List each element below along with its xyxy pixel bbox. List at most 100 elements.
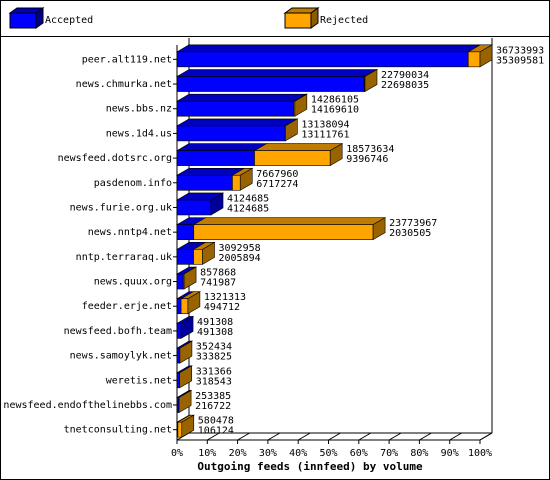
value-label-accepted: 35309581	[496, 55, 544, 66]
bar	[176, 150, 255, 166]
value-label-total: 7667960	[256, 169, 298, 180]
legend-swatch	[284, 12, 312, 29]
x-tick-label: 20%	[229, 448, 247, 459]
bar	[176, 51, 469, 68]
bar	[176, 273, 184, 290]
x-tick-label: 40%	[289, 448, 307, 459]
bar-top	[192, 217, 387, 225]
bar	[180, 298, 189, 315]
bar	[232, 174, 241, 191]
x-tick-label: 70%	[380, 448, 398, 459]
y-tick-label: pasdenom.info	[94, 178, 172, 189]
value-label-total: 3092958	[219, 243, 261, 254]
bar-side	[183, 266, 197, 290]
x-tick-diag	[267, 432, 281, 441]
y-tick-label: news.nntp4.net	[88, 227, 172, 238]
bar	[176, 323, 182, 339]
value-label-total: 23773967	[389, 218, 437, 229]
y-tick-label: news.quux.org	[94, 277, 172, 288]
bar-top	[253, 143, 344, 151]
value-label-accepted: 9396746	[346, 154, 388, 165]
x-tick-diag	[328, 432, 341, 441]
bar	[254, 150, 331, 166]
bar	[176, 298, 182, 315]
y-tick-label: weretis.net	[106, 375, 172, 386]
legend-swatch	[9, 12, 37, 29]
bar	[176, 249, 194, 265]
bar	[193, 224, 374, 240]
value-label-accepted: 2030505	[389, 228, 431, 239]
value-label-accepted: 494712	[204, 302, 240, 313]
value-label-accepted: 4124685	[227, 203, 269, 214]
x-tick-diag	[388, 432, 402, 441]
x-tick-diag	[358, 432, 372, 441]
bar-side	[285, 118, 298, 142]
x-tick-label: 30%	[259, 448, 277, 459]
x-tick-diag	[419, 432, 432, 441]
x-tick-label: 60%	[350, 448, 368, 459]
bar-side	[372, 217, 386, 241]
bar-side	[239, 167, 253, 191]
bar-side	[178, 389, 192, 413]
x-tick-label: 90%	[441, 448, 459, 459]
value-label-total: 14286105	[311, 95, 359, 106]
x-tick-label: 0%	[171, 448, 183, 459]
bar	[177, 421, 183, 438]
value-label-total: 253385	[195, 391, 231, 402]
y-tick-label: news.furie.org.uk	[70, 202, 172, 213]
value-label-accepted: 741987	[200, 278, 236, 289]
y-tick-label: nntp.terraraq.uk	[76, 252, 172, 263]
value-label-accepted: 2005894	[219, 253, 261, 264]
bar-side	[181, 414, 195, 438]
value-label-accepted: 6717274	[256, 179, 298, 190]
value-label-total: 580478	[198, 416, 234, 427]
value-label-total: 36733993	[496, 45, 544, 56]
x-tick-diag	[449, 432, 462, 441]
bar-top	[175, 118, 299, 127]
value-label-total: 331366	[196, 366, 232, 377]
x-tick-label: 50%	[319, 448, 337, 459]
y-tick-label: newsfeed.dotsrc.org	[58, 153, 172, 164]
value-label-total: 491308	[197, 317, 233, 328]
value-label-total: 857868	[200, 268, 236, 279]
value-label-total: 352434	[196, 342, 232, 353]
x-tick-label: 80%	[410, 448, 428, 459]
value-label-accepted: 106124	[198, 426, 234, 437]
y-tick-label: feeder.erje.net	[82, 301, 172, 312]
bar	[176, 347, 181, 364]
bar-top	[175, 143, 268, 151]
y-tick-label: peer.alt119.net	[82, 54, 172, 65]
legend-label: Accepted	[45, 15, 93, 26]
y-tick-label: news.bbs.nz	[106, 104, 172, 115]
x-axis-title: Outgoing feeds (innfeed) by volume	[197, 460, 423, 473]
bar-side	[179, 340, 193, 364]
bar-top	[175, 93, 307, 102]
bar	[176, 174, 233, 191]
x-tick-diag	[237, 432, 250, 441]
value-label-accepted: 22698035	[381, 80, 429, 91]
bar-side	[210, 192, 224, 216]
bar	[193, 249, 203, 265]
y-tick-label: news.samoylyk.net	[70, 351, 172, 362]
bar	[467, 51, 481, 68]
bar-side	[180, 315, 194, 339]
legend-label: Rejected	[320, 15, 368, 26]
value-label-total: 22790034	[381, 70, 429, 81]
bar	[176, 199, 212, 216]
value-label-accepted: 14169610	[311, 105, 359, 116]
bar	[176, 100, 295, 117]
x-tick-diag	[207, 432, 220, 441]
x-tick-label: 10%	[198, 448, 216, 459]
value-label-total: 18573634	[346, 144, 394, 155]
y-tick-label: newsfeed.bofh.team	[64, 326, 172, 337]
value-label-accepted: 216722	[195, 401, 231, 412]
bar-side	[187, 291, 201, 315]
bar-top	[175, 44, 482, 53]
x-tick-diag	[297, 432, 311, 441]
x-tick-diag	[479, 432, 493, 441]
value-label-accepted: 318543	[196, 376, 232, 387]
bar-side	[179, 365, 193, 389]
y-tick-label: news.chmurka.net	[76, 79, 172, 90]
y-tick-label: tnetconsulting.net	[64, 425, 172, 436]
